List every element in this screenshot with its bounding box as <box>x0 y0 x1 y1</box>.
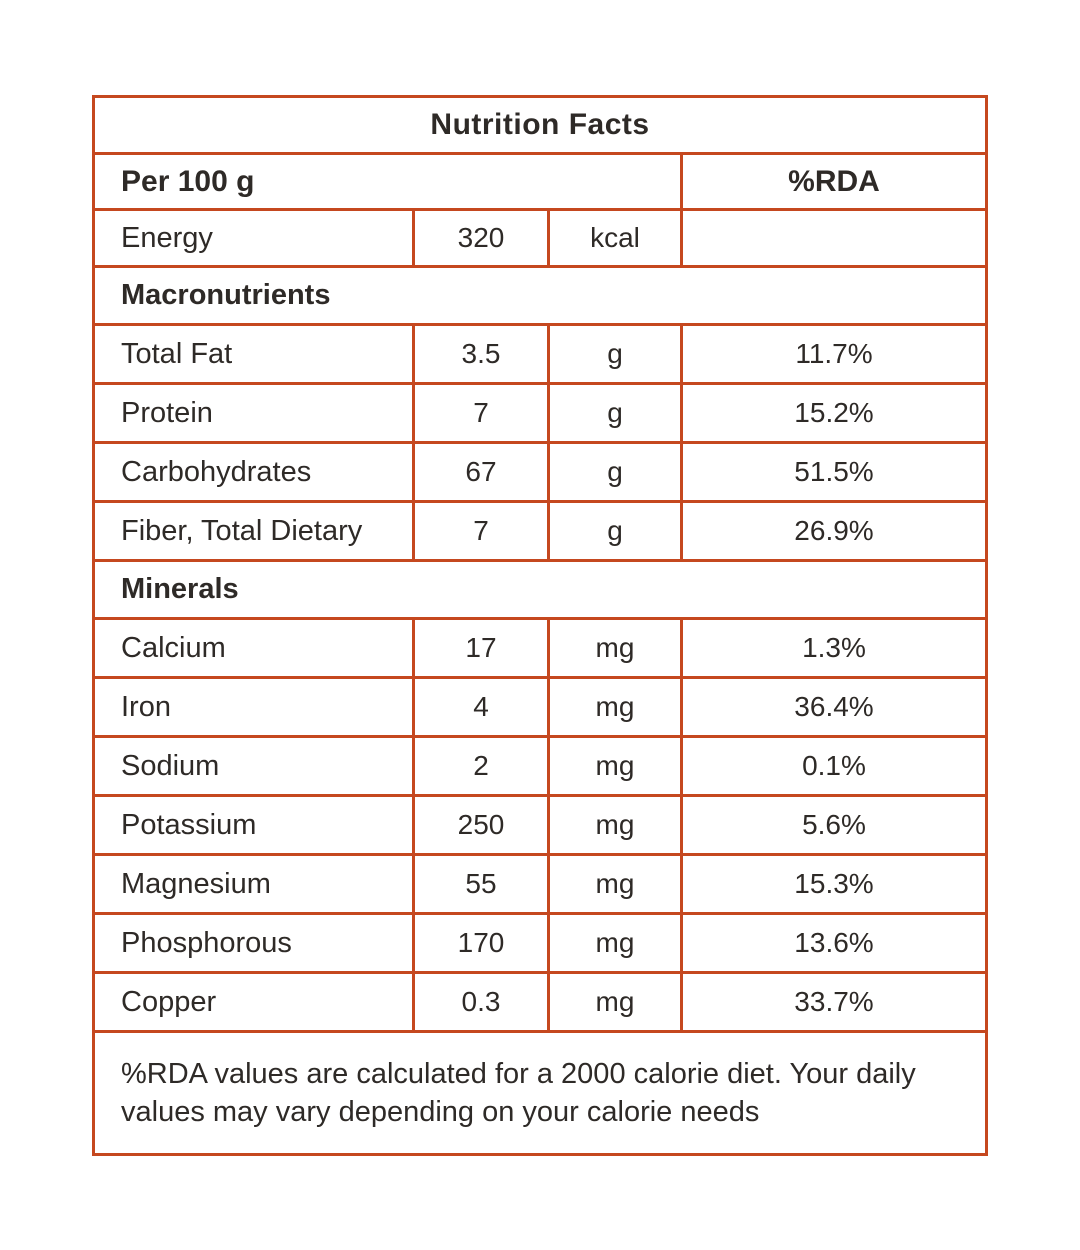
nutrient-label: Calcium <box>95 620 415 676</box>
nutrient-unit: mg <box>550 974 683 1030</box>
row-sodium: Sodium 2 mg 0.1% <box>95 738 985 797</box>
nutrient-unit: mg <box>550 679 683 735</box>
nutrient-label: Carbohydrates <box>95 444 415 500</box>
section-title: Minerals <box>121 573 239 605</box>
nutrient-unit: g <box>550 503 683 559</box>
nutrient-value: 4 <box>415 679 550 735</box>
nutrient-unit: mg <box>550 856 683 912</box>
title-row: Nutrition Facts <box>95 98 985 155</box>
nutrient-rda: 1.3% <box>802 632 866 663</box>
row-total-fat: Total Fat 3.5 g 11.7% <box>95 326 985 385</box>
nutrient-unit: mg <box>550 915 683 971</box>
row-protein: Protein 7 g 15.2% <box>95 385 985 444</box>
row-iron: Iron 4 mg 36.4% <box>95 679 985 738</box>
section-title: Macronutrients <box>121 279 331 311</box>
row-fiber: Fiber, Total Dietary 7 g 26.9% <box>95 503 985 562</box>
row-phosphorous: Phosphorous 170 mg 13.6% <box>95 915 985 974</box>
nutrient-label: Protein <box>95 385 415 441</box>
nutrient-rda: 5.6% <box>802 809 866 840</box>
nutrient-label: Copper <box>95 974 415 1030</box>
nutrient-rda <box>683 211 985 265</box>
nutrient-unit: g <box>550 444 683 500</box>
nutrient-value: 7 <box>415 385 550 441</box>
row-calcium: Calcium 17 mg 1.3% <box>95 620 985 679</box>
nutrient-value: 17 <box>415 620 550 676</box>
nutrient-value: 170 <box>415 915 550 971</box>
nutrient-unit: mg <box>550 797 683 853</box>
nutrient-value: 0.3 <box>415 974 550 1030</box>
nutrient-label: Potassium <box>95 797 415 853</box>
nutrient-value: 67 <box>415 444 550 500</box>
nutrient-label: Phosphorous <box>95 915 415 971</box>
nutrient-rda: 15.2% <box>794 397 874 428</box>
row-potassium: Potassium 250 mg 5.6% <box>95 797 985 856</box>
nutrient-label: Total Fat <box>95 326 415 382</box>
nutrient-unit: g <box>550 326 683 382</box>
rda-header: %RDA <box>788 164 880 198</box>
nutrient-value: 2 <box>415 738 550 794</box>
serving-size-header: Per 100 g <box>95 155 683 208</box>
nutrient-unit: mg <box>550 738 683 794</box>
nutrient-unit: g <box>550 385 683 441</box>
section-header-macronutrients: Macronutrients <box>95 268 985 326</box>
nutrient-label: Energy <box>95 211 415 265</box>
footnote-cell: %RDA values are calculated for a 2000 ca… <box>95 1033 985 1153</box>
nutrition-facts-table: Nutrition Facts Per 100 g %RDA Energy 32… <box>92 95 988 1156</box>
energy-row: Energy 320 kcal <box>95 211 985 268</box>
row-copper: Copper 0.3 mg 33.7% <box>95 974 985 1033</box>
nutrient-rda: 15.3% <box>794 868 874 899</box>
nutrient-label: Iron <box>95 679 415 735</box>
section-header-minerals: Minerals <box>95 562 985 620</box>
nutrient-value: 250 <box>415 797 550 853</box>
nutrient-rda: 13.6% <box>794 927 874 958</box>
nutrient-rda: 51.5% <box>794 456 874 487</box>
table-title: Nutrition Facts <box>430 108 650 141</box>
nutrient-rda: 26.9% <box>794 515 874 546</box>
nutrient-value: 3.5 <box>415 326 550 382</box>
header-row: Per 100 g %RDA <box>95 155 985 211</box>
nutrient-unit: mg <box>550 620 683 676</box>
nutrient-unit: kcal <box>550 211 683 265</box>
nutrient-label: Fiber, Total Dietary <box>95 503 415 559</box>
nutrient-rda: 11.7% <box>795 338 873 369</box>
rda-footnote: %RDA values are calculated for a 2000 ca… <box>121 1058 916 1128</box>
nutrient-rda: 0.1% <box>802 750 866 781</box>
footnote-row: %RDA values are calculated for a 2000 ca… <box>95 1033 985 1153</box>
nutrient-value: 7 <box>415 503 550 559</box>
nutrient-rda: 36.4% <box>794 691 874 722</box>
row-magnesium: Magnesium 55 mg 15.3% <box>95 856 985 915</box>
row-carbohydrates: Carbohydrates 67 g 51.5% <box>95 444 985 503</box>
nutrient-label: Sodium <box>95 738 415 794</box>
nutrient-value: 320 <box>415 211 550 265</box>
nutrient-value: 55 <box>415 856 550 912</box>
nutrient-rda: 33.7% <box>794 986 874 1017</box>
nutrient-label: Magnesium <box>95 856 415 912</box>
